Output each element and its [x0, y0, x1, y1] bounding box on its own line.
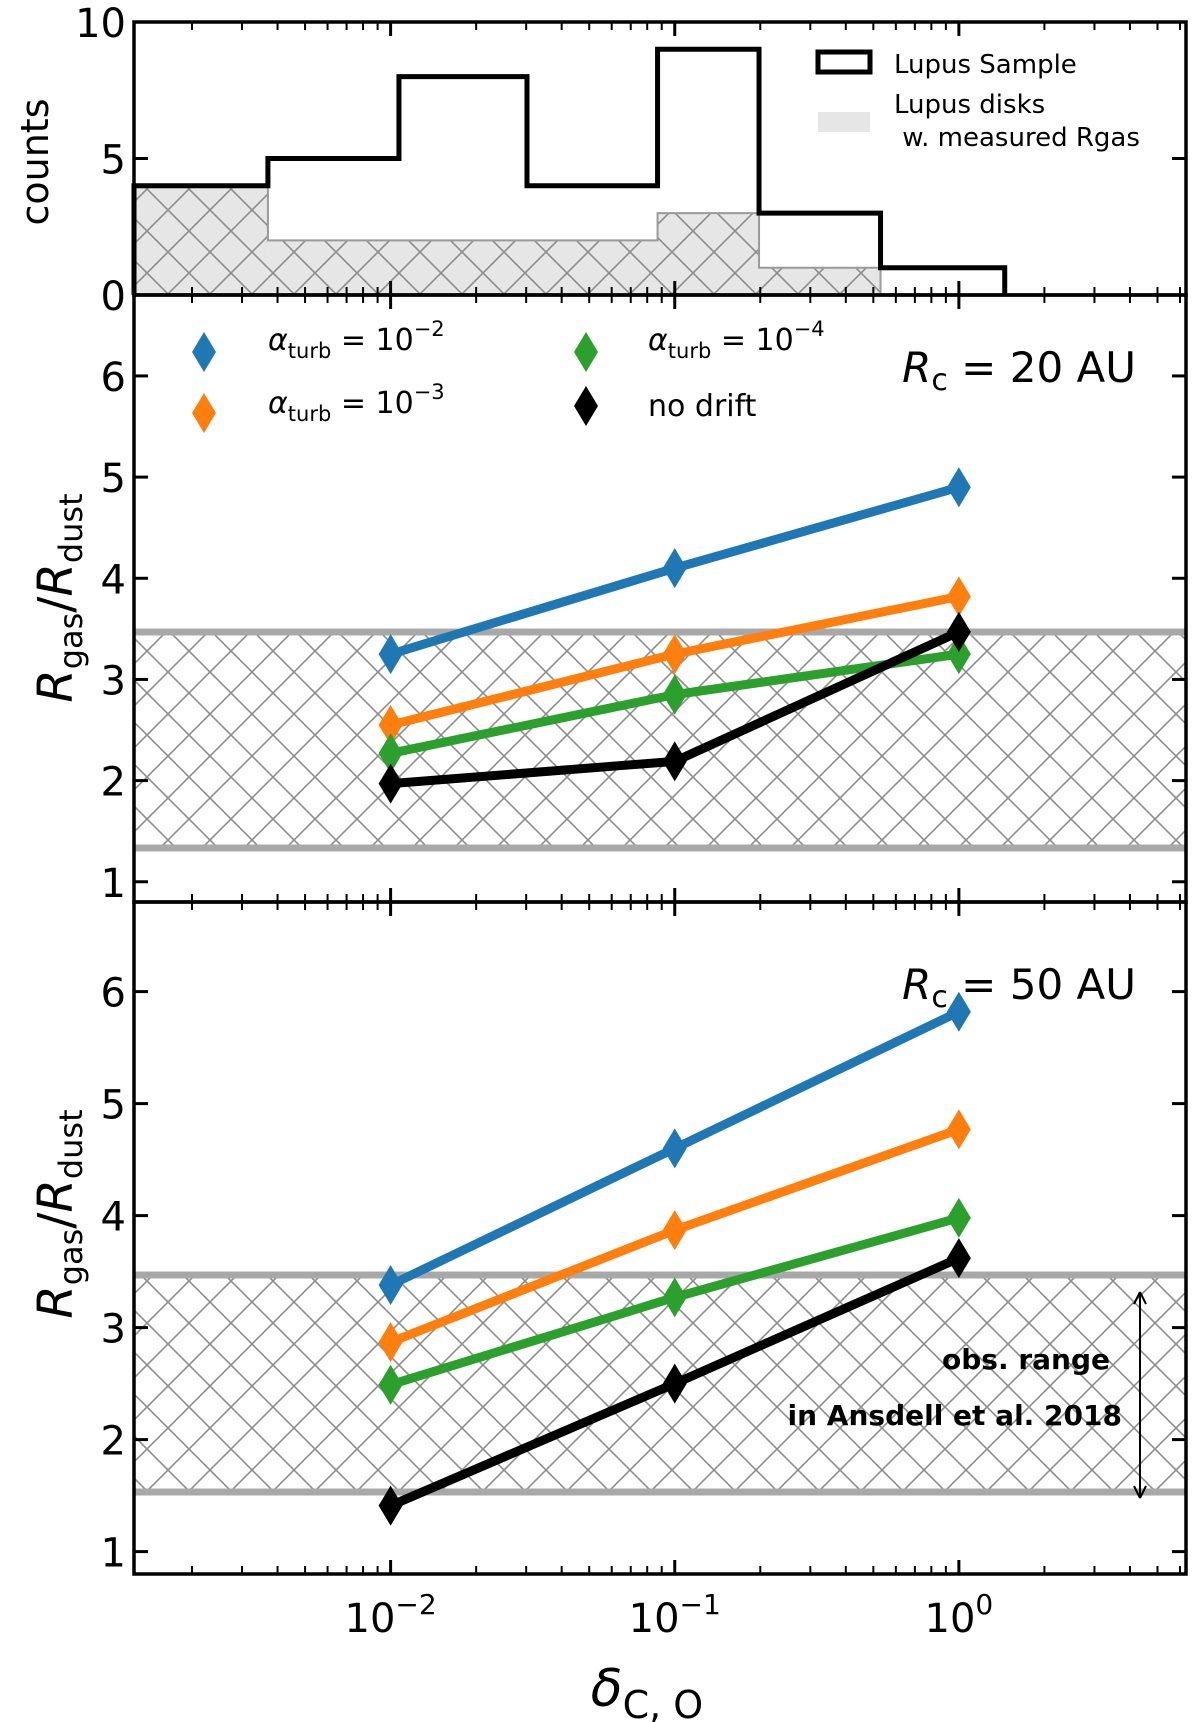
x-ticks: 10−2 10−1 100	[345, 1588, 994, 1642]
obs-range-note-line1: obs. range	[942, 1343, 1110, 1376]
hist-bars	[131, 46, 1008, 295]
svg-text:αturb = 10−3: αturb = 10−3	[268, 380, 445, 426]
data-point-marker	[946, 467, 971, 508]
svg-text:αturb = 10−2: αturb = 10−2	[268, 317, 445, 363]
data-point-marker	[946, 576, 971, 617]
x-tick-label: 100	[925, 1588, 994, 1642]
y-ticks-rc50: 1 2 3 4 5 6	[101, 902, 1186, 1577]
y-tick-label: 6	[101, 971, 126, 1017]
svg-text:no drift: no drift	[648, 389, 757, 424]
x-tick-label: 10−1	[629, 1588, 721, 1642]
panel-rc50: 1 2 3 4 5 6 10−2 10−1 100 Rc = 50 AU Rgas/Rdust…	[28, 900, 1188, 1642]
data-point-marker	[662, 1210, 687, 1251]
series-rc20	[378, 467, 971, 804]
legend-item-alpha-4: αturb = 10−4	[574, 317, 825, 372]
data-point-marker	[662, 1277, 687, 1318]
data-point-marker	[662, 548, 687, 589]
legend-marker-no-drift	[574, 386, 598, 426]
data-point-marker	[378, 1322, 403, 1363]
legend-marker-alpha-3	[192, 393, 216, 433]
y-tick-label: 4	[101, 1195, 126, 1241]
y-tick-label: 5	[101, 456, 126, 502]
hist-legend-label-measured-1: Lupus disks	[894, 90, 1045, 120]
hist-y-tick-label: 0	[101, 274, 126, 320]
legend-item-alpha-2: αturb = 10−2	[192, 317, 445, 372]
data-point-marker	[378, 634, 403, 675]
y-tick-label: 2	[101, 760, 126, 806]
hist-bar-measured-hatch	[134, 185, 268, 295]
data-point-marker	[378, 1485, 403, 1526]
hist-bar-measured-hatch	[759, 267, 881, 295]
hist-ylabel: counts	[13, 98, 57, 225]
hist-legend-label-sample: Lupus Sample	[894, 50, 1077, 80]
obs-range-note-line2: in Ansdell et al. 2018	[788, 1399, 1122, 1432]
panel-rc20: 1 2 3 4 5 6 Rc = 20 AU Rgas/Rdust αturb = 10−…	[28, 293, 1188, 907]
obs-band-rc50	[134, 1275, 1186, 1492]
data-point-marker	[662, 634, 687, 675]
hist-legend-swatch-measured	[818, 112, 870, 132]
data-point-marker	[378, 763, 403, 804]
y-tick-label: 4	[101, 557, 126, 603]
hist-legend: Lupus Sample Lupus disks w. measured Rga…	[815, 49, 1140, 153]
y-tick-label: 6	[101, 355, 126, 401]
hist-step-sample	[131, 46, 1008, 295]
data-point-marker	[946, 991, 971, 1032]
legend-rc20: αturb = 10−2 αturb = 10−3 αturb = 10−4 n…	[192, 317, 825, 433]
data-point-marker	[946, 1109, 971, 1150]
data-point-marker	[662, 741, 687, 782]
y-tick-label: 3	[101, 658, 126, 704]
obs-range-arrow-head-bottom	[1133, 1485, 1147, 1499]
hist-legend-label-measured-2: w. measured Rgas	[894, 123, 1140, 153]
legend-item-no-drift: no drift	[574, 386, 757, 426]
data-point-marker	[378, 1265, 403, 1306]
legend-item-alpha-3: αturb = 10−3	[192, 380, 445, 433]
data-point-marker	[946, 634, 971, 675]
data-point-marker	[378, 1364, 403, 1405]
obs-range-arrow-head-top	[1133, 1291, 1147, 1305]
y-tick-label: 1	[101, 861, 126, 907]
y-tick-label: 2	[101, 1419, 126, 1465]
data-point-marker	[946, 611, 971, 652]
y-tick-label: 5	[101, 1083, 126, 1129]
data-point-marker	[662, 1363, 687, 1404]
data-point-marker	[946, 1238, 971, 1279]
hist-legend-swatch-sample	[815, 49, 873, 75]
y-tick-label: 1	[101, 1531, 126, 1577]
frame-rc50	[132, 900, 1188, 1576]
legend-marker-alpha-4	[574, 332, 598, 372]
hist-y-tick-label: 10	[75, 1, 126, 47]
hist-bar-measured-hatch	[267, 240, 658, 295]
obs-band-rc20	[134, 632, 1186, 848]
obs-range-note: obs. range in Ansdell et al. 2018	[788, 1291, 1147, 1499]
data-point-marker	[378, 733, 403, 774]
data-point-marker	[378, 704, 403, 745]
svg-text:αturb = 10−4: αturb = 10−4	[648, 317, 825, 363]
data-point-marker	[662, 674, 687, 715]
rc-label-20: Rc = 20 AU	[902, 343, 1136, 398]
x-tick-label: 10−2	[345, 1588, 437, 1642]
x-axis-label: δC, O	[591, 1659, 703, 1722]
series-rc50	[378, 991, 971, 1526]
hist-step-measured	[134, 184, 882, 295]
data-point-marker	[946, 1197, 971, 1238]
hist-bar-measured-hatch	[657, 213, 760, 295]
hist-panel: 0 5 10 counts Lupus Sample Lupus disks w. …	[13, 1, 1188, 320]
ylabel-rc50: Rgas/Rdust	[28, 1109, 90, 1318]
data-point-marker	[662, 1128, 687, 1169]
rc-label-50: Rc = 50 AU	[902, 960, 1136, 1015]
legend-marker-alpha-2	[192, 332, 216, 372]
y-tick-label: 3	[101, 1307, 126, 1353]
hist-y-tick-label: 5	[101, 138, 126, 184]
ylabel-rc20: Rgas/Rdust	[28, 493, 90, 702]
